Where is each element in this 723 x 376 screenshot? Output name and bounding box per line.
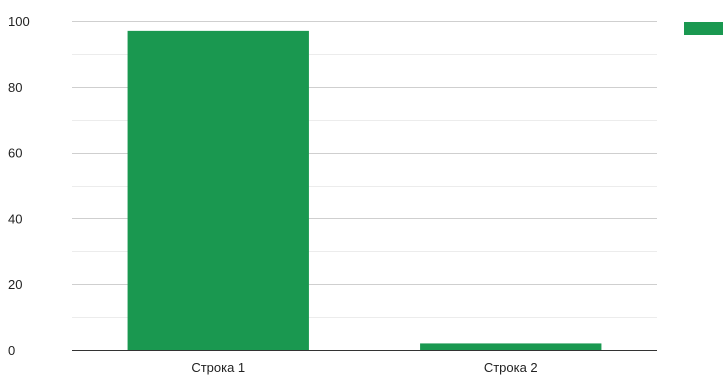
y-axis-ticks: 0 20 40 60 80 100 [8, 14, 30, 358]
x-tick-label: Строка 1 [191, 360, 245, 375]
y-tick-label: 100 [8, 14, 30, 29]
x-tick-label: Строка 2 [484, 360, 538, 375]
bars [127, 30, 602, 351]
y-tick-label: 40 [8, 211, 22, 226]
x-axis-ticks: Строка 1 Строка 2 [191, 360, 537, 375]
y-tick-label: 20 [8, 277, 22, 292]
y-tick-label: 60 [8, 146, 22, 161]
bar [127, 30, 309, 351]
legend-swatch [684, 22, 723, 35]
legend [684, 22, 723, 35]
bar [420, 343, 602, 350]
y-tick-label: 80 [8, 80, 22, 95]
y-tick-label: 0 [8, 343, 15, 358]
